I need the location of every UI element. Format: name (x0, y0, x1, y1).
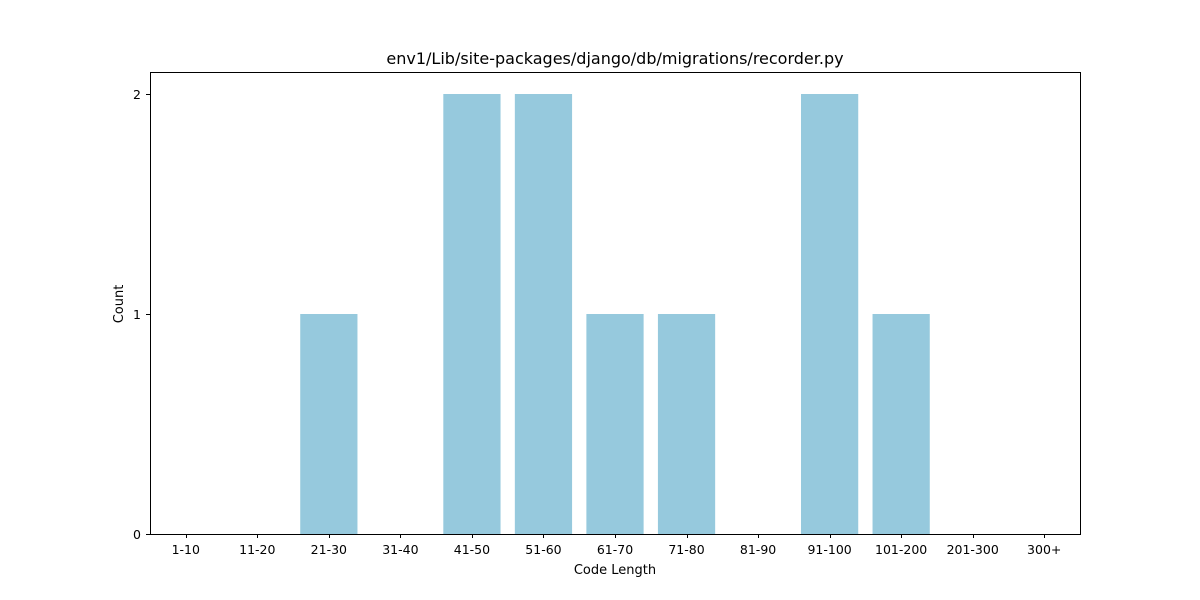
x-axis-ticks: 1-10 11-20 21-30 31-40 41-50 51-60 61-70 71-80 8… (172, 534, 1061, 557)
x-tick-label: 91-100 (807, 542, 851, 557)
x-tick-label: 41-50 (454, 542, 490, 557)
bar-61-70 (586, 314, 644, 534)
y-axis-label: Count (112, 285, 127, 324)
y-axis-ticks: 0 1 2 (133, 87, 150, 542)
x-tick-label: 61-70 (597, 542, 633, 557)
x-tick-label: 201-300 (947, 542, 999, 557)
bar-91-100 (801, 94, 859, 534)
y-tick-label: 1 (133, 307, 141, 322)
x-tick-label: 81-90 (740, 542, 776, 557)
x-tick-label: 31-40 (382, 542, 418, 557)
chart-title: env1/Lib/site-packages/django/db/migrati… (386, 49, 843, 68)
x-tick-label: 1-10 (172, 542, 200, 557)
bars-group (300, 94, 930, 534)
x-tick-label: 300+ (1027, 542, 1061, 557)
y-tick-label: 0 (133, 527, 141, 542)
x-tick-label: 51-60 (525, 542, 561, 557)
bar-21-30 (300, 314, 358, 534)
bar-51-60 (514, 94, 573, 534)
x-tick-label: 21-30 (311, 542, 347, 557)
x-tick-label: 11-20 (239, 542, 275, 557)
x-tick-label: 101-200 (875, 542, 927, 557)
bar-71-80 (657, 314, 716, 534)
x-axis-label: Code Length (574, 563, 656, 578)
x-tick-label: 71-80 (668, 542, 704, 557)
bar-101-200 (872, 314, 930, 534)
plot-frame (150, 72, 1081, 535)
y-tick-label: 2 (133, 87, 141, 102)
bar-41-50 (443, 94, 501, 534)
